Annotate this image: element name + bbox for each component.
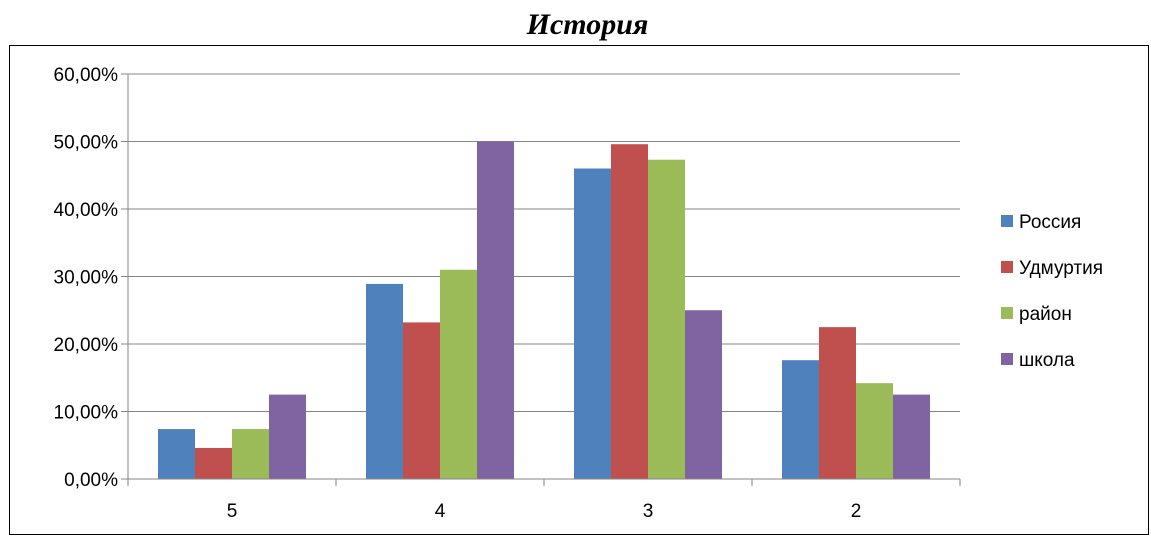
y-tick-label: 30,00%: [54, 268, 119, 289]
x-tick-label: 5: [227, 501, 238, 522]
bar: [574, 168, 611, 479]
bar: [648, 159, 685, 479]
bars: [158, 141, 930, 479]
bar: [440, 269, 477, 479]
bar: [856, 383, 893, 479]
y-tick-label: 50,00%: [54, 133, 119, 154]
bar: [195, 447, 232, 479]
legend-swatch: [1001, 215, 1013, 227]
legend-label: школа: [1019, 350, 1075, 371]
bar: [366, 283, 403, 479]
legend: Россия Удмуртия район школа: [1001, 212, 1103, 371]
bar: [611, 144, 648, 479]
axes: [127, 74, 961, 486]
bar: [403, 322, 440, 479]
bar: [232, 429, 269, 479]
x-tick-label: 3: [643, 501, 654, 522]
y-tick-label: 20,00%: [54, 335, 119, 356]
y-tick-label: 60,00%: [54, 65, 119, 86]
y-tick-label: 40,00%: [54, 200, 119, 221]
legend-swatch: [1001, 261, 1013, 273]
legend-label: Удмуртия: [1019, 258, 1103, 279]
x-tick-label: 4: [435, 501, 446, 522]
legend-label: Россия: [1019, 212, 1081, 233]
legend-label: район: [1019, 304, 1072, 325]
bar: [893, 394, 930, 479]
legend-swatch: [1001, 307, 1013, 319]
y-tick-label: 10,00%: [54, 403, 119, 424]
legend-swatch: [1001, 353, 1013, 365]
bar: [782, 360, 819, 479]
x-tick-label: 2: [851, 501, 862, 522]
bar: [819, 327, 856, 479]
y-tick-labels: 0,00% 10,00% 20,00% 30,00% 40,00% 50,00% 60,00…: [54, 65, 119, 491]
x-tick-labels: 5 4 3 2: [227, 501, 862, 522]
bar: [477, 141, 514, 479]
bar: [685, 310, 722, 479]
chart-title: История: [526, 8, 649, 41]
y-tick-label: 0,00%: [64, 470, 118, 491]
bar: [158, 429, 195, 479]
bar: [269, 394, 306, 479]
